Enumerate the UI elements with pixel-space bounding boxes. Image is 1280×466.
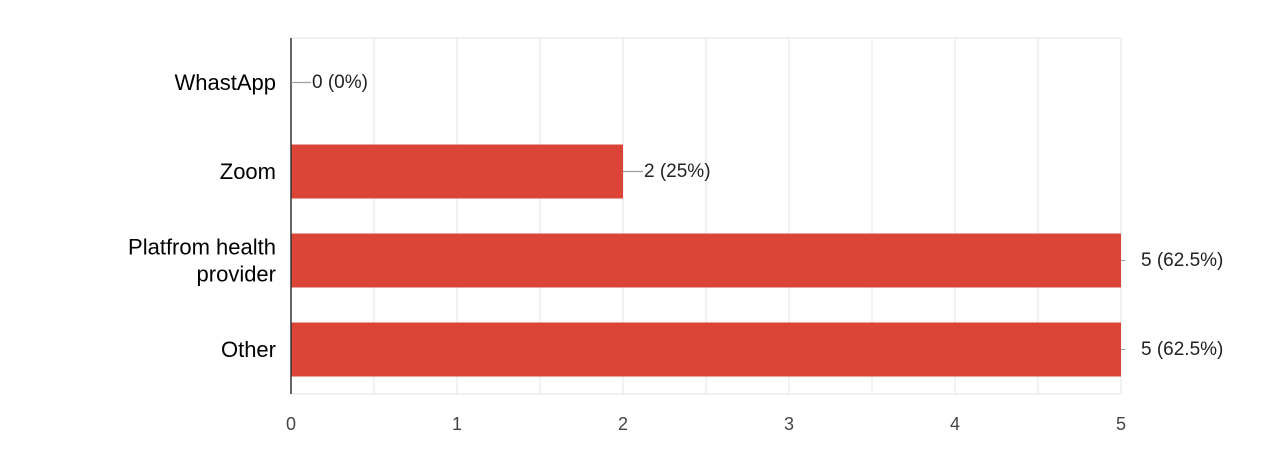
- x-tick-label: 0: [286, 414, 296, 434]
- category-label: WhastApp: [175, 70, 277, 95]
- bar: [291, 322, 1121, 377]
- category-label: Platfrom health: [128, 235, 276, 260]
- axes: 0 1 2 3 4 5: [286, 38, 1126, 434]
- category-label: Zoom: [220, 159, 276, 184]
- bar: [291, 233, 1121, 288]
- data-label: 2 (25%): [644, 161, 711, 182]
- x-tick-label: 1: [452, 414, 462, 434]
- category-label: Other: [221, 337, 276, 362]
- data-label: 5 (62.5%): [1141, 339, 1223, 360]
- data-label: 5 (62.5%): [1141, 250, 1223, 271]
- x-tick-label: 3: [784, 414, 794, 434]
- x-tick-label: 5: [1116, 414, 1126, 434]
- data-label: 0 (0%): [312, 72, 368, 93]
- x-tick-label: 4: [950, 414, 960, 434]
- category-label: provider: [197, 262, 276, 287]
- labels: 0 (0%) WhastApp 2 (25%) Zoom 5 (62.5%) Platfr…: [128, 70, 1223, 362]
- x-tick-label: 2: [618, 414, 628, 434]
- bar: [291, 144, 623, 199]
- bars: [291, 144, 1121, 377]
